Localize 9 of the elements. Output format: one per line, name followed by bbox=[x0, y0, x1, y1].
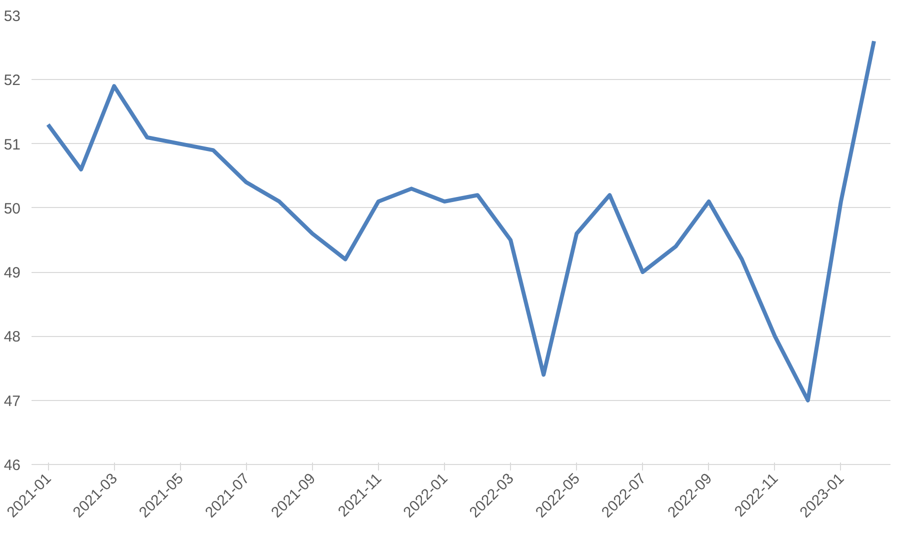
y-tick-label: 51 bbox=[4, 136, 21, 154]
line-series bbox=[46, 39, 876, 402]
y-tick-label: 49 bbox=[4, 264, 21, 282]
y-tick-label: 53 bbox=[4, 8, 21, 25]
y-tick-label: 47 bbox=[4, 392, 21, 410]
y-tick-label: 48 bbox=[4, 328, 21, 346]
y-tick-label: 50 bbox=[4, 200, 21, 218]
y-tick-label: 52 bbox=[4, 72, 21, 90]
y-tick-label: 46 bbox=[4, 457, 21, 474]
